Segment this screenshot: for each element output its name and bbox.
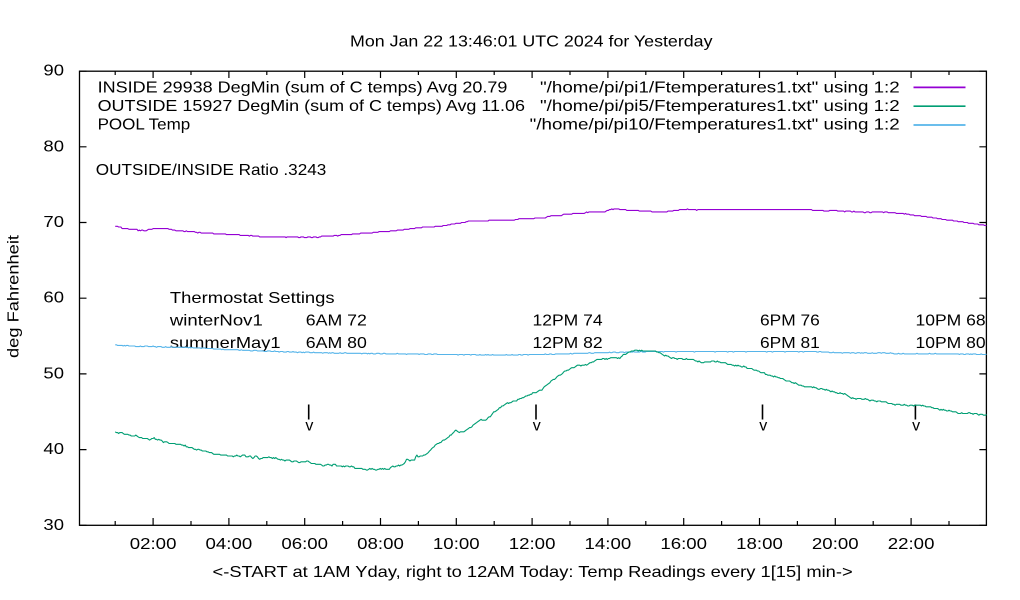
svg-text:22:00: 22:00	[888, 536, 935, 553]
svg-text:12:00: 12:00	[509, 536, 556, 553]
svg-text:70: 70	[43, 214, 64, 231]
svg-text:winterNov1: winterNov1	[169, 312, 263, 329]
svg-text:16:00: 16:00	[660, 536, 707, 553]
svg-text:6PM 81: 6PM 81	[760, 335, 820, 352]
svg-text:OUTSIDE 15927 DegMin (sum of C: OUTSIDE 15927 DegMin (sum of C temps) Av…	[98, 98, 526, 115]
svg-text:90: 90	[43, 63, 64, 80]
svg-text:v: v	[759, 418, 767, 435]
svg-text:6PM 76: 6PM 76	[760, 312, 820, 329]
svg-text:80: 80	[43, 138, 64, 155]
svg-text:"/home/pi/pi1/Ftemperatures1.t: "/home/pi/pi1/Ftemperatures1.txt" using …	[540, 80, 900, 97]
svg-text:v: v	[533, 418, 541, 435]
svg-text:6AM 72: 6AM 72	[306, 312, 367, 329]
svg-text:50: 50	[43, 365, 64, 382]
svg-text:30: 30	[43, 517, 64, 534]
svg-text:v: v	[305, 418, 313, 435]
svg-text:40: 40	[43, 441, 64, 458]
svg-text:OUTSIDE/INSIDE Ratio .3243: OUTSIDE/INSIDE Ratio .3243	[96, 162, 327, 179]
svg-text:POOL Temp: POOL Temp	[98, 117, 191, 134]
svg-text:60: 60	[43, 290, 64, 307]
svg-text:Mon Jan 22 13:46:01 UTC 2024 f: Mon Jan 22 13:46:01 UTC 2024 for Yesterd…	[350, 34, 713, 51]
svg-text:deg Fahrenheit: deg Fahrenheit	[6, 234, 23, 358]
svg-text:12PM 82: 12PM 82	[533, 335, 603, 352]
svg-text:Thermostat Settings: Thermostat Settings	[170, 290, 335, 307]
svg-text:14:00: 14:00	[585, 536, 632, 553]
svg-text:18:00: 18:00	[736, 536, 783, 553]
svg-text:INSIDE 29938 DegMin (sum of C: INSIDE 29938 DegMin (sum of C temps) Avg…	[98, 80, 508, 97]
svg-text:10PM 68: 10PM 68	[916, 312, 986, 329]
svg-text:08:00: 08:00	[357, 536, 404, 553]
svg-text:"/home/pi/pi5/Ftemperatures1.t: "/home/pi/pi5/Ftemperatures1.txt" using …	[540, 98, 900, 115]
svg-text:10:00: 10:00	[433, 536, 480, 553]
svg-text:06:00: 06:00	[281, 536, 328, 553]
svg-text:v: v	[912, 418, 920, 435]
svg-text:02:00: 02:00	[130, 536, 177, 553]
svg-text:20:00: 20:00	[812, 536, 859, 553]
svg-text:04:00: 04:00	[206, 536, 253, 553]
svg-text:"/home/pi/pi10/Ftemperatures1.: "/home/pi/pi10/Ftemperatures1.txt" using…	[530, 117, 900, 134]
svg-text:10PM 80: 10PM 80	[916, 335, 986, 352]
svg-text:12PM 74: 12PM 74	[533, 312, 603, 329]
svg-text:<-START at 1AM Yday, right to: <-START at 1AM Yday, right to 12AM Today…	[213, 564, 853, 581]
svg-text:6AM 80: 6AM 80	[306, 335, 367, 352]
